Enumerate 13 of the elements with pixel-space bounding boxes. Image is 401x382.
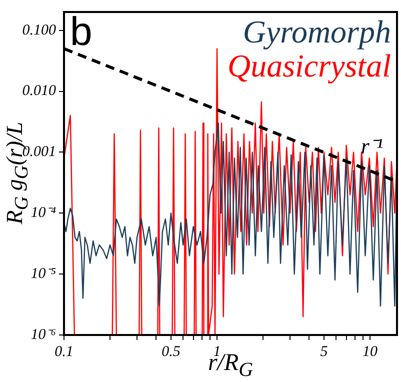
- x-tick-label: 5: [320, 344, 328, 360]
- x-tick-label: 1: [213, 344, 221, 360]
- y-tick-label: 0.010: [22, 83, 56, 100]
- x-tick-label: 0.1: [54, 344, 74, 360]
- x-tick-label: 10: [362, 344, 378, 360]
- x-tick-label: 0.5: [162, 344, 181, 360]
- text: Gyromorph: [242, 13, 391, 50]
- y-tick-label: 10⁻⁴: [30, 205, 56, 222]
- y-tick-label: 10⁻⁵: [30, 266, 56, 282]
- y-tick-label: 10⁻⁶: [30, 326, 56, 343]
- y-tick-label: 0.100: [22, 22, 56, 38]
- annotation: r⁻¹: [360, 133, 383, 158]
- annotation: b: [70, 10, 92, 54]
